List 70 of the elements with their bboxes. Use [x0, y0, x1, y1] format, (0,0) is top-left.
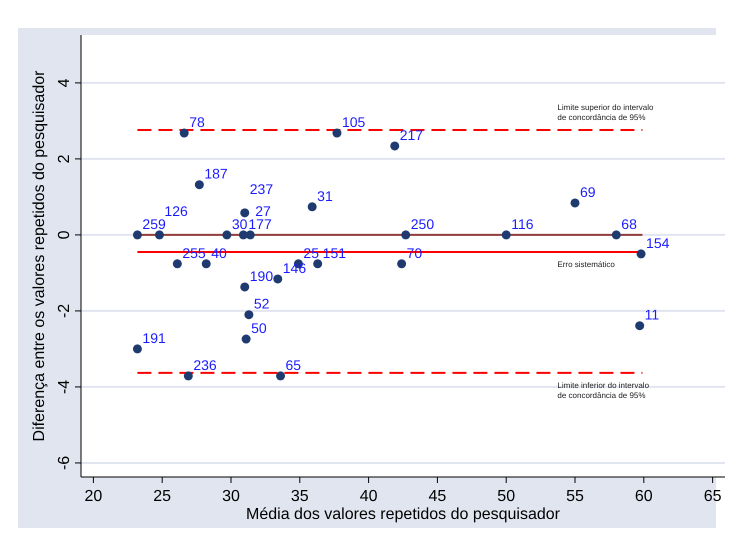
y-tick-label: 4	[56, 78, 73, 88]
annotation: 52	[254, 296, 270, 312]
y-tick-label: -2	[56, 304, 73, 318]
annotation: 126	[164, 202, 188, 219]
point	[132, 230, 142, 240]
point	[636, 249, 646, 258]
x-tick-label: 20	[84, 488, 102, 505]
x-tick-label: 65	[704, 488, 722, 505]
x-tick-label: 50	[497, 488, 516, 505]
annotation: 31	[317, 188, 333, 204]
x-tick-label: 55	[566, 488, 584, 505]
point	[242, 334, 251, 344]
annotation: 116	[511, 216, 534, 232]
point	[154, 230, 164, 240]
x-tick-label: 35	[290, 488, 309, 505]
x-tick-label: 40	[360, 488, 378, 505]
y-tick-label: -6	[56, 456, 73, 470]
point	[184, 371, 193, 380]
annotation: 190	[250, 268, 274, 284]
annotation: 237	[250, 180, 274, 197]
point	[240, 208, 250, 218]
point	[194, 180, 204, 190]
annotation: 154	[646, 234, 670, 251]
annotation: 65	[286, 356, 302, 373]
point	[180, 128, 189, 138]
point	[570, 198, 580, 208]
y-tick-label: -4	[56, 380, 73, 394]
annotation: 191	[142, 330, 166, 346]
point	[246, 230, 255, 240]
point	[132, 344, 142, 354]
y-tick-label: 2	[56, 154, 73, 164]
series-label: Erro sistemático	[557, 260, 616, 270]
series-label: Limite inferior do intervalo de concordância de 95%	[557, 380, 650, 400]
y-tick-label: 0	[56, 230, 73, 240]
annotation: 187	[204, 166, 228, 182]
annotation: 146	[282, 260, 306, 276]
annotation: 30	[232, 216, 248, 232]
annotation: 236	[193, 356, 217, 373]
x-tick-label: 25	[153, 488, 172, 505]
point	[172, 259, 182, 268]
series-label: Limite superior do intervalo de concordância de 95%	[557, 103, 654, 122]
annotation: 250	[410, 216, 434, 232]
point	[276, 371, 286, 380]
annotation: 217	[400, 126, 424, 143]
point	[273, 274, 282, 284]
point	[332, 128, 342, 138]
point	[502, 230, 511, 240]
point	[390, 141, 400, 150]
x-tick-label: 60	[634, 488, 653, 505]
point	[308, 202, 317, 212]
point	[222, 230, 232, 240]
point	[202, 259, 211, 268]
annotation: 105	[342, 114, 366, 130]
point	[635, 321, 644, 330]
point	[401, 230, 410, 240]
annotation: 78	[189, 114, 205, 130]
x-axis-title: Média dos valores repetidos do pesquisador	[246, 506, 561, 523]
point	[612, 230, 621, 240]
annotation: 50	[251, 320, 267, 336]
point	[244, 310, 254, 320]
y-axis-title: Diferença entre os valores repetidos do pesquisador	[31, 70, 48, 442]
annotation: 68	[621, 216, 638, 232]
x-tick-label: 30	[222, 488, 240, 505]
annotation: 69	[580, 184, 596, 200]
point	[313, 259, 322, 268]
annotation: 259	[142, 216, 166, 232]
point	[240, 282, 250, 292]
point	[397, 259, 406, 268]
annotation: 11	[644, 306, 660, 323]
x-tick-label: 45	[428, 488, 446, 505]
